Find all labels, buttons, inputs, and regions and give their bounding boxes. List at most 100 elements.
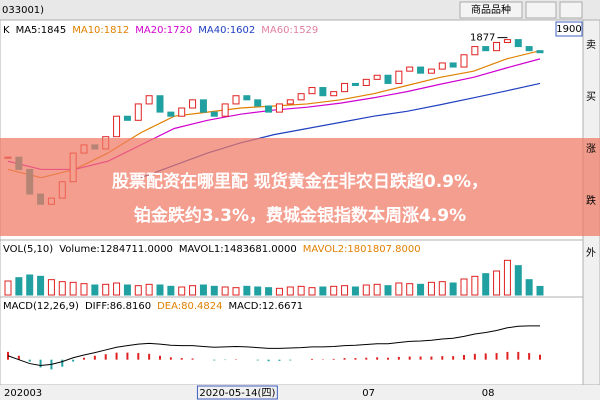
volume-bar — [319, 286, 327, 296]
candle — [189, 99, 197, 109]
candle — [351, 82, 359, 86]
side-label: 卖 — [586, 39, 596, 51]
volume-bar — [438, 281, 446, 296]
candle — [156, 95, 164, 113]
candle — [514, 39, 522, 48]
volume-bar — [37, 275, 45, 296]
candle — [243, 95, 251, 101]
x-tick-label: 07 — [362, 388, 375, 399]
tab[interactable] — [525, 1, 557, 19]
volume-bar — [275, 287, 283, 296]
candle — [427, 68, 435, 74]
candle — [395, 70, 403, 84]
legend-item: MACD(12,26,9) — [3, 301, 79, 312]
candle — [145, 95, 153, 105]
volume-bar — [503, 259, 511, 296]
candle — [286, 99, 294, 105]
candle — [341, 82, 349, 93]
legend-item: MA20:1720 — [135, 25, 192, 36]
candle — [536, 50, 544, 54]
banner-line: 铂金跌约3.3%，费城金银指数本周涨4.9% — [134, 205, 466, 226]
candle — [167, 111, 175, 117]
volume-bar — [286, 286, 294, 296]
volume-bar — [199, 284, 207, 296]
volume-bar — [4, 280, 12, 296]
volume-bar — [482, 273, 490, 296]
volume-bar — [417, 283, 425, 296]
side-label: 跌 — [586, 194, 596, 207]
volume-bar — [427, 281, 435, 296]
volume-bar — [58, 281, 66, 296]
volume-bar — [167, 285, 175, 296]
candle — [232, 95, 240, 105]
candle — [297, 93, 305, 101]
banner-line: 股票配资在哪里配 现货黄金在非农日跌超0.9%， — [112, 171, 488, 192]
candle — [199, 99, 207, 113]
legend-item: MA10:1812 — [72, 25, 129, 36]
candle — [384, 74, 392, 84]
volume-bar — [265, 287, 273, 296]
top-bar — [0, 0, 600, 20]
volume-bar — [156, 284, 164, 296]
tab[interactable] — [459, 1, 523, 19]
candle — [482, 46, 490, 52]
candle — [362, 78, 370, 86]
volume-bar — [102, 283, 110, 296]
candle — [134, 103, 142, 121]
legend-item: MACD:12.6671 — [228, 301, 303, 312]
candle — [178, 107, 186, 117]
side-label: 外 — [586, 247, 596, 259]
candle — [123, 115, 131, 121]
volume-bar — [351, 286, 359, 296]
candle — [438, 62, 446, 70]
candle — [503, 39, 511, 43]
candle — [330, 91, 338, 97]
volume-bar — [47, 279, 55, 296]
legend-item: Volume:1284711.0000 — [59, 244, 173, 255]
side-label: 买 — [586, 91, 596, 103]
candle — [221, 103, 229, 117]
volume-bar — [15, 277, 23, 296]
volume-bar — [178, 286, 186, 296]
code: 033001) — [2, 5, 44, 16]
candle — [254, 99, 262, 107]
volume-bar — [297, 285, 305, 296]
candle — [275, 103, 283, 113]
legend-item: DEA:80.4824 — [157, 301, 222, 312]
volume-bar — [384, 285, 392, 296]
annotation: 1877 — [470, 33, 495, 44]
volume-bar — [514, 265, 522, 296]
candle — [319, 87, 327, 97]
x-axis-bar — [0, 385, 600, 400]
volume-bar — [536, 285, 544, 296]
dif-line — [7, 325, 541, 367]
candle — [471, 46, 479, 56]
volume-bar — [449, 282, 457, 296]
candle — [417, 66, 425, 74]
volume-bar — [362, 284, 370, 296]
chart-layer: K MA5:1845 MA10:1812 MA20:1720 MA40:1602 MA60… — [3, 25, 544, 370]
legend-item: VOL(5,10) — [3, 244, 53, 255]
candle — [113, 115, 121, 138]
volume-bar — [145, 283, 153, 296]
candle — [460, 54, 468, 68]
legend-item: MA5:1845 — [16, 25, 67, 36]
x-tick-label: 202003 — [4, 388, 42, 399]
legend-item: MAVOL1:1483681.0000 — [179, 244, 297, 255]
volume-bar — [493, 270, 501, 296]
legend-item: MA40:1602 — [198, 25, 255, 36]
volume-bar — [26, 274, 34, 296]
volume-bar — [221, 286, 229, 296]
volume-bar — [525, 279, 533, 296]
volume-bar — [254, 286, 262, 296]
tab[interactable] — [559, 1, 583, 19]
x-tick-label: 2020-05-14(四) — [199, 388, 275, 399]
price-box — [555, 21, 583, 37]
candle — [493, 41, 501, 52]
candle — [265, 105, 273, 113]
volume-bar — [330, 285, 338, 296]
volume-bar — [395, 282, 403, 296]
legend-item: MA60:1529 — [261, 25, 318, 36]
